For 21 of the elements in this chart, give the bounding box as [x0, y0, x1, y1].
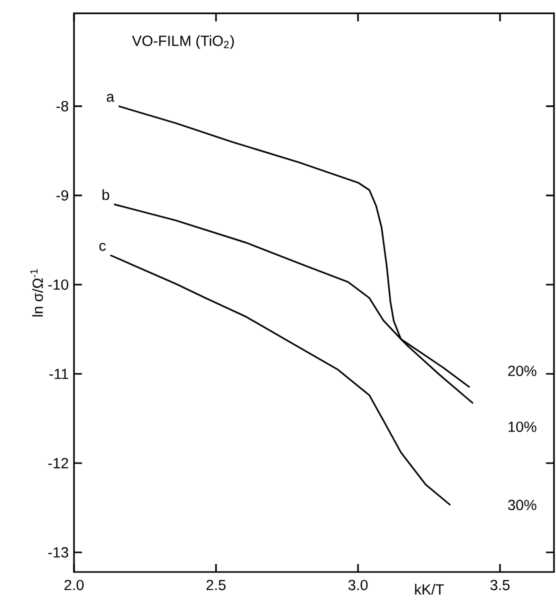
- annotation: 30%: [508, 500, 536, 510]
- y-axis-title: ln σ/Ω$^{-1}$: [30, 269, 43, 316]
- y-tick-label: -9: [56, 190, 68, 201]
- y-tick-label: -12: [48, 458, 68, 468]
- y-tick-label: -13: [48, 547, 68, 558]
- legend-label: a: [106, 94, 114, 102]
- y-tick-label: -8: [56, 100, 68, 112]
- x-tick-label: 3.0: [348, 580, 368, 590]
- x-axis-title: kK/T: [415, 584, 444, 595]
- annotation: 10%: [508, 422, 536, 432]
- line-series: [110, 254, 452, 506]
- x-tick-label: 2.5: [206, 580, 226, 590]
- x-tick-label: 3.5: [490, 580, 510, 590]
- y-tick-label: -10: [48, 279, 68, 290]
- legend-label: b: [102, 189, 110, 200]
- line-series: [118, 105, 474, 404]
- annotation: 20%: [508, 366, 536, 376]
- series-label: c: [99, 242, 106, 251]
- text: VO-FILM (TiO$_{2}$): [132, 35, 234, 49]
- x-tick-label: 2.0: [64, 580, 84, 590]
- y-tick-label: -11: [49, 368, 68, 379]
